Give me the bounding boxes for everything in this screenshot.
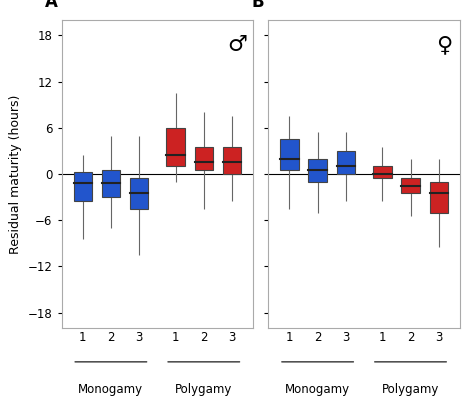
Text: ♂: ♂ bbox=[228, 36, 248, 56]
Text: B: B bbox=[252, 0, 264, 11]
Bar bbox=[195, 147, 213, 170]
Bar bbox=[223, 147, 241, 174]
Bar bbox=[401, 178, 419, 193]
Bar bbox=[337, 151, 355, 174]
Bar bbox=[166, 128, 185, 166]
Text: Polygamy: Polygamy bbox=[382, 384, 439, 396]
Bar bbox=[309, 159, 327, 182]
Bar bbox=[373, 166, 392, 178]
Bar bbox=[280, 139, 299, 170]
Text: ♀: ♀ bbox=[437, 36, 453, 56]
Bar bbox=[429, 182, 448, 212]
Text: Monogamy: Monogamy bbox=[78, 384, 144, 396]
Bar bbox=[130, 178, 148, 209]
Y-axis label: Residual maturity (hours): Residual maturity (hours) bbox=[9, 94, 22, 254]
Text: Polygamy: Polygamy bbox=[175, 384, 232, 396]
Text: A: A bbox=[45, 0, 58, 11]
Bar bbox=[102, 170, 120, 197]
Bar bbox=[73, 172, 92, 201]
Text: Monogamy: Monogamy bbox=[285, 384, 350, 396]
